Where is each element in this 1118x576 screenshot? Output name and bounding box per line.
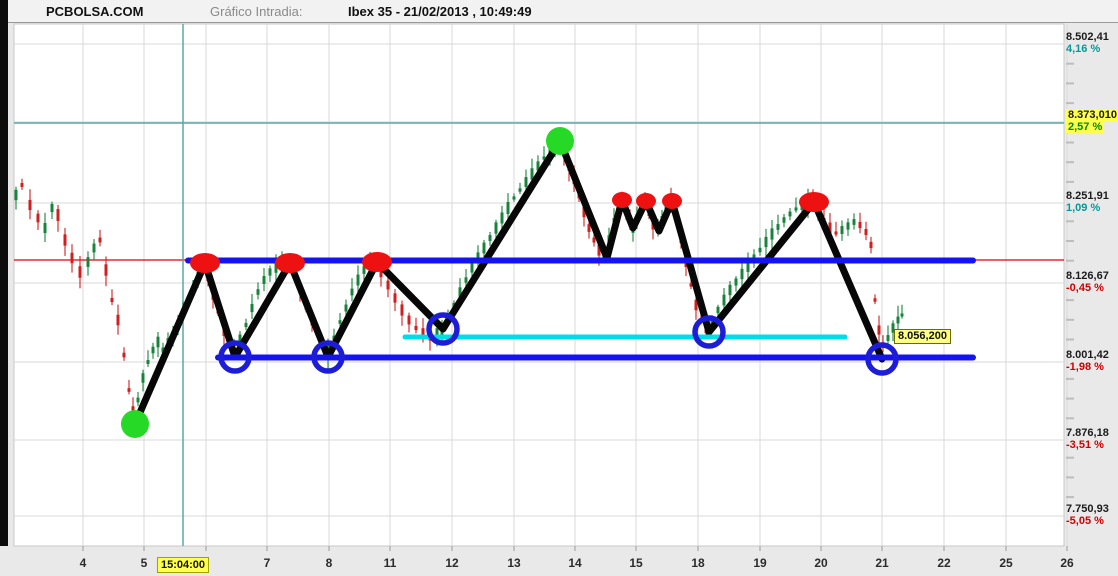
price-axis-pct-label: 1,09 % <box>1066 202 1101 214</box>
crosshair-time-label: 15:04:00 <box>156 557 210 573</box>
time-axis-label: 22 <box>937 556 951 570</box>
chart-type-label: Gráfico Intradia: <box>210 4 303 19</box>
time-axis-label: 18 <box>691 556 705 570</box>
time-axis-label: 26 <box>1060 556 1074 570</box>
price-axis-label: 8.001,42 <box>1066 349 1109 361</box>
price-axis-label: 8.251,91 <box>1066 190 1109 202</box>
price-axis-pct-label: -1,98 % <box>1066 361 1104 373</box>
time-axis-label: 11 <box>383 556 397 570</box>
brand-label: PCBOLSA.COM <box>46 4 144 19</box>
price-axis-label: 8.373,010 <box>1066 109 1118 121</box>
price-axis-pct-label: -5,05 % <box>1066 515 1104 527</box>
time-axis-label: 15 <box>629 556 643 570</box>
time-axis-label: 4 <box>79 556 87 570</box>
time-axis-label: 8 <box>325 556 333 570</box>
time-axis-label: 5 <box>140 556 148 570</box>
time-axis-label: 7 <box>263 556 271 570</box>
price-axis-pct-label: -3,51 % <box>1066 439 1104 451</box>
time-axis-label: 20 <box>814 556 828 570</box>
time-axis-label: 14 <box>568 556 582 570</box>
time-axis-label: 12 <box>445 556 459 570</box>
time-axis-label: 19 <box>753 556 767 570</box>
last-price-label: 8.056,200 <box>894 329 951 344</box>
price-axis-label: 7.876,18 <box>1066 427 1109 439</box>
price-axis-label: 8.126,67 <box>1066 270 1109 282</box>
chart-title-bar: PCBOLSA.COM Gráfico Intradia: Ibex 35 - … <box>8 0 1118 23</box>
time-axis-label: 13 <box>507 556 521 570</box>
time-axis-label: 25 <box>999 556 1013 570</box>
price-axis-label: 7.750,93 <box>1066 503 1109 515</box>
price-axis-pct-label: -0,45 % <box>1066 282 1104 294</box>
price-axis-pct-label: 4,16 % <box>1066 43 1101 55</box>
instrument-title: Ibex 35 - 21/02/2013 , 10:49:49 <box>348 4 532 19</box>
plot-area[interactable] <box>14 24 1064 546</box>
price-axis-label: 8.502,41 <box>1066 31 1109 43</box>
window-left-edge <box>0 0 8 546</box>
time-axis-label: 21 <box>875 556 889 570</box>
price-axis-pct-label: 2,57 % <box>1066 121 1105 133</box>
